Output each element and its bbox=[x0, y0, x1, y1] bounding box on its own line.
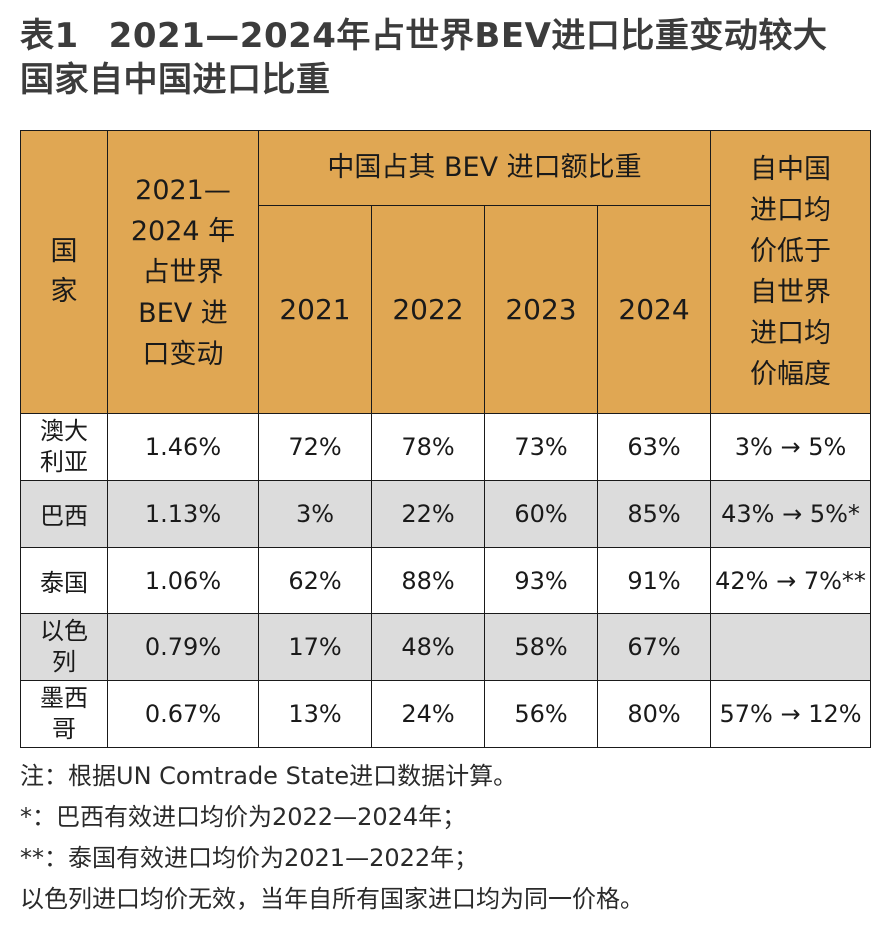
header-year-2024: 2024 bbox=[596, 204, 712, 415]
share-2023-cell: 56% bbox=[484, 680, 598, 748]
header-year-2023: 2023 bbox=[484, 204, 598, 415]
note-thailand: **：泰国有效进口均价为2021—2022年； bbox=[20, 844, 479, 872]
header-change: 2021—2024 年占世界 BEV 进口变动 bbox=[107, 129, 259, 415]
header-year-2021: 2021 bbox=[258, 204, 372, 415]
share-2021-cell: 3% bbox=[258, 479, 372, 548]
table-number: 表1 bbox=[20, 16, 79, 56]
change-cell: 0.67% bbox=[107, 680, 259, 748]
header-price-label: 自中国进口均价低于自世界进口均价幅度 bbox=[750, 154, 832, 391]
share-2022-cell: 88% bbox=[371, 546, 485, 615]
country-cell: 泰国 bbox=[20, 546, 108, 615]
title-line-2: 国家自中国进口比重 bbox=[20, 60, 331, 100]
price-cell bbox=[710, 613, 872, 682]
country-cell: 巴西 bbox=[20, 479, 108, 548]
share-2024-cell: 80% bbox=[596, 680, 712, 748]
change-cell: 1.06% bbox=[107, 546, 259, 615]
header-change-label: 2021—2024 年占世界 BEV 进口变动 bbox=[130, 174, 236, 370]
share-2021-cell: 62% bbox=[258, 546, 372, 615]
price-cell: 57% → 12% bbox=[710, 680, 872, 748]
country-cell: 以色列 bbox=[20, 613, 108, 682]
share-2022-cell: 48% bbox=[371, 613, 485, 682]
share-2023-cell: 60% bbox=[484, 479, 598, 548]
share-2024-cell: 91% bbox=[596, 546, 712, 615]
header-row-2: 2021 2022 2023 2024 bbox=[21, 204, 871, 415]
country-label: 墨西哥 bbox=[40, 684, 88, 744]
table-title: 表1 2021—2024年占世界BEV进口比重变动较大 国家自中国进口比重 bbox=[20, 14, 870, 102]
table-row: 以色列 0.79% 17% 48% 58% 67% bbox=[20, 613, 872, 682]
table-notes: 注：根据UN Comtrade State进口数据计算。 *：巴西有效进口均价为… bbox=[20, 756, 880, 920]
country-label: 澳大利亚 bbox=[40, 417, 88, 477]
header-price: 自中国进口均价低于自世界进口均价幅度 bbox=[710, 129, 872, 415]
table-row: 澳大利亚 1.46% 72% 78% 73% 63% 3% → 5% bbox=[20, 413, 872, 481]
table-row: 泰国 1.06% 62% 88% 93% 91% 42% → 7%** bbox=[20, 546, 872, 615]
share-2021-cell: 17% bbox=[258, 613, 372, 682]
note-source: 注：根据UN Comtrade State进口数据计算。 bbox=[20, 762, 518, 790]
share-2022-cell: 78% bbox=[371, 413, 485, 481]
share-2021-cell: 72% bbox=[258, 413, 372, 481]
change-cell: 1.13% bbox=[107, 479, 259, 548]
title-line-1: 表1 2021—2024年占世界BEV进口比重变动较大 bbox=[20, 14, 870, 58]
country-label: 以色列 bbox=[40, 617, 88, 677]
share-2024-cell: 85% bbox=[596, 479, 712, 548]
year-label: 2022 bbox=[392, 293, 464, 327]
table-row: 墨西哥 0.67% 13% 24% 56% 80% 57% → 12% bbox=[20, 680, 872, 748]
share-2024-cell: 63% bbox=[596, 413, 712, 481]
price-cell: 3% → 5% bbox=[710, 413, 872, 481]
price-cell: 42% → 7%** bbox=[710, 546, 872, 615]
share-2022-cell: 22% bbox=[371, 479, 485, 548]
share-2023-cell: 73% bbox=[484, 413, 598, 481]
header-year-2022: 2022 bbox=[371, 204, 485, 415]
change-cell: 1.46% bbox=[107, 413, 259, 481]
share-2023-cell: 93% bbox=[484, 546, 598, 615]
country-cell: 墨西哥 bbox=[20, 680, 108, 748]
header-row-1: 国家 2021—2024 年占世界 BEV 进口变动 中国占其 BEV 进口额比… bbox=[20, 129, 872, 415]
share-2023-cell: 58% bbox=[484, 613, 598, 682]
share-2021-cell: 13% bbox=[258, 680, 372, 748]
share-2022-cell: 24% bbox=[371, 680, 485, 748]
share-2024-cell: 67% bbox=[596, 613, 712, 682]
header-country-label: 国家 bbox=[50, 236, 78, 308]
year-label: 2024 bbox=[618, 293, 690, 327]
change-cell: 0.79% bbox=[107, 613, 259, 682]
note-brazil: *：巴西有效进口均价为2022—2024年； bbox=[20, 803, 467, 831]
year-label: 2023 bbox=[505, 293, 577, 327]
country-cell: 澳大利亚 bbox=[20, 413, 108, 481]
header-country: 国家 bbox=[20, 129, 108, 415]
note-israel: 以色列进口均价无效，当年自所有国家进口均为同一价格。 bbox=[20, 885, 644, 913]
bev-import-table: 国家 2021—2024 年占世界 BEV 进口变动 中国占其 BEV 进口额比… bbox=[20, 129, 872, 748]
price-cell: 43% → 5%* bbox=[710, 479, 872, 548]
header-china-share-label: 中国占其 BEV 进口额比重 bbox=[327, 152, 642, 184]
title-text-1: 2021—2024年占世界BEV进口比重变动较大 bbox=[108, 16, 828, 56]
header-china-share: 中国占其 BEV 进口额比重 bbox=[257, 130, 712, 206]
year-label: 2021 bbox=[279, 293, 351, 327]
table-row: 巴西 1.13% 3% 22% 60% 85% 43% → 5%* bbox=[20, 479, 872, 548]
